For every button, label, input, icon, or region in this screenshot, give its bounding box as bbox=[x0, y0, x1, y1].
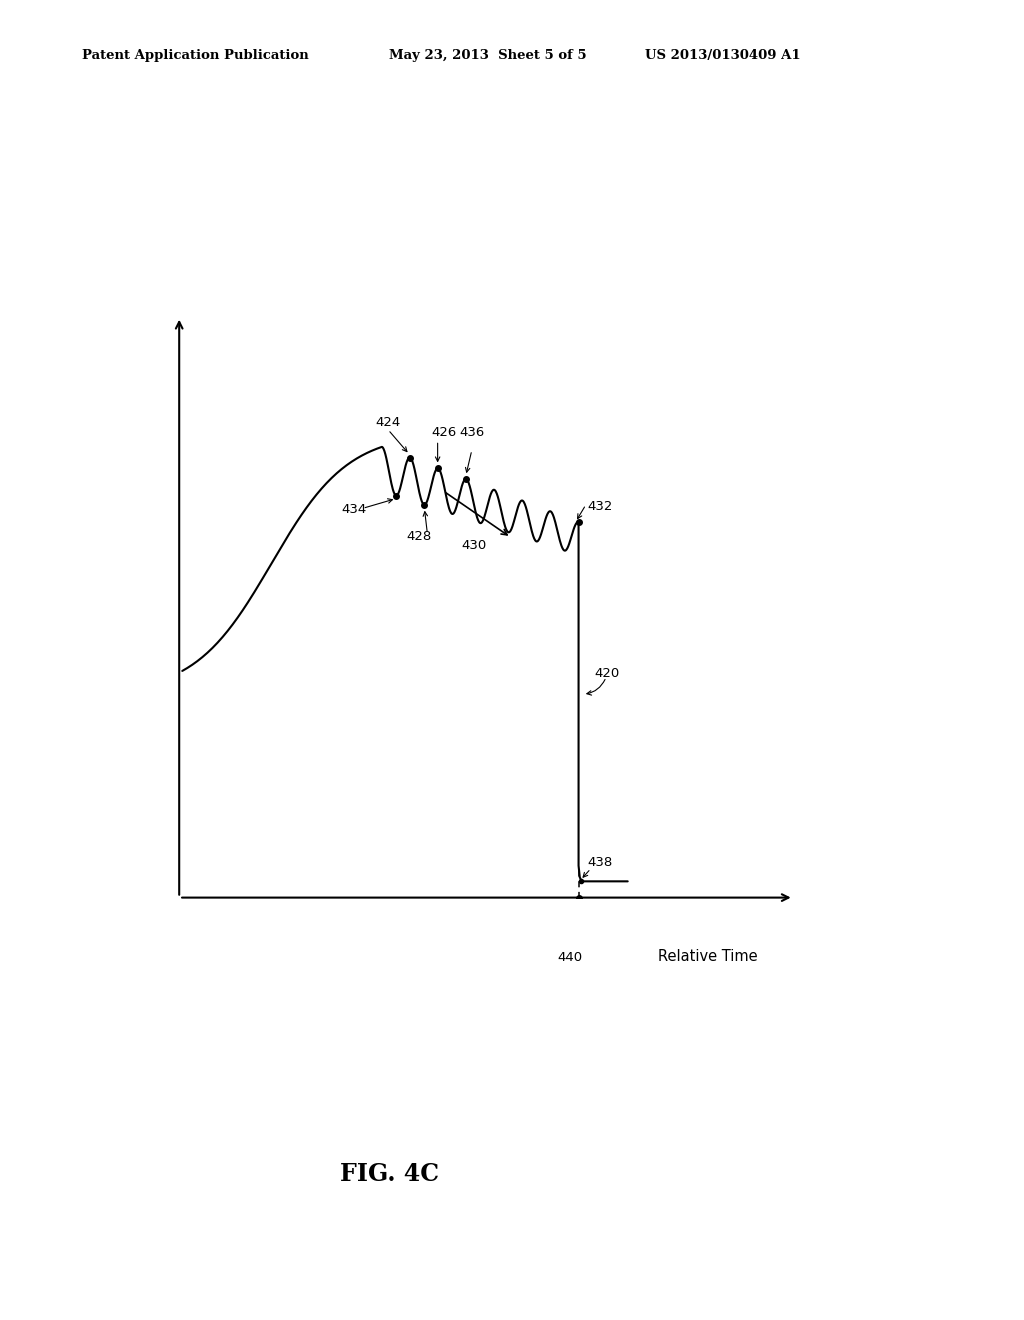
Text: 428: 428 bbox=[406, 529, 431, 543]
Text: 440: 440 bbox=[557, 952, 583, 965]
Text: May 23, 2013  Sheet 5 of 5: May 23, 2013 Sheet 5 of 5 bbox=[389, 49, 587, 62]
Text: Patent Application Publication: Patent Application Publication bbox=[82, 49, 308, 62]
Text: US 2013/0130409 A1: US 2013/0130409 A1 bbox=[645, 49, 801, 62]
Text: 426: 426 bbox=[431, 426, 457, 440]
Text: 434: 434 bbox=[341, 503, 367, 516]
Text: 424: 424 bbox=[376, 416, 401, 429]
Text: 432: 432 bbox=[588, 500, 613, 513]
Text: 436: 436 bbox=[460, 426, 484, 440]
Text: 420: 420 bbox=[594, 667, 620, 680]
Text: Relative Time: Relative Time bbox=[658, 949, 758, 965]
Text: FIG. 4C: FIG. 4C bbox=[340, 1163, 438, 1187]
Text: 438: 438 bbox=[588, 855, 613, 869]
Text: 430: 430 bbox=[462, 539, 487, 552]
